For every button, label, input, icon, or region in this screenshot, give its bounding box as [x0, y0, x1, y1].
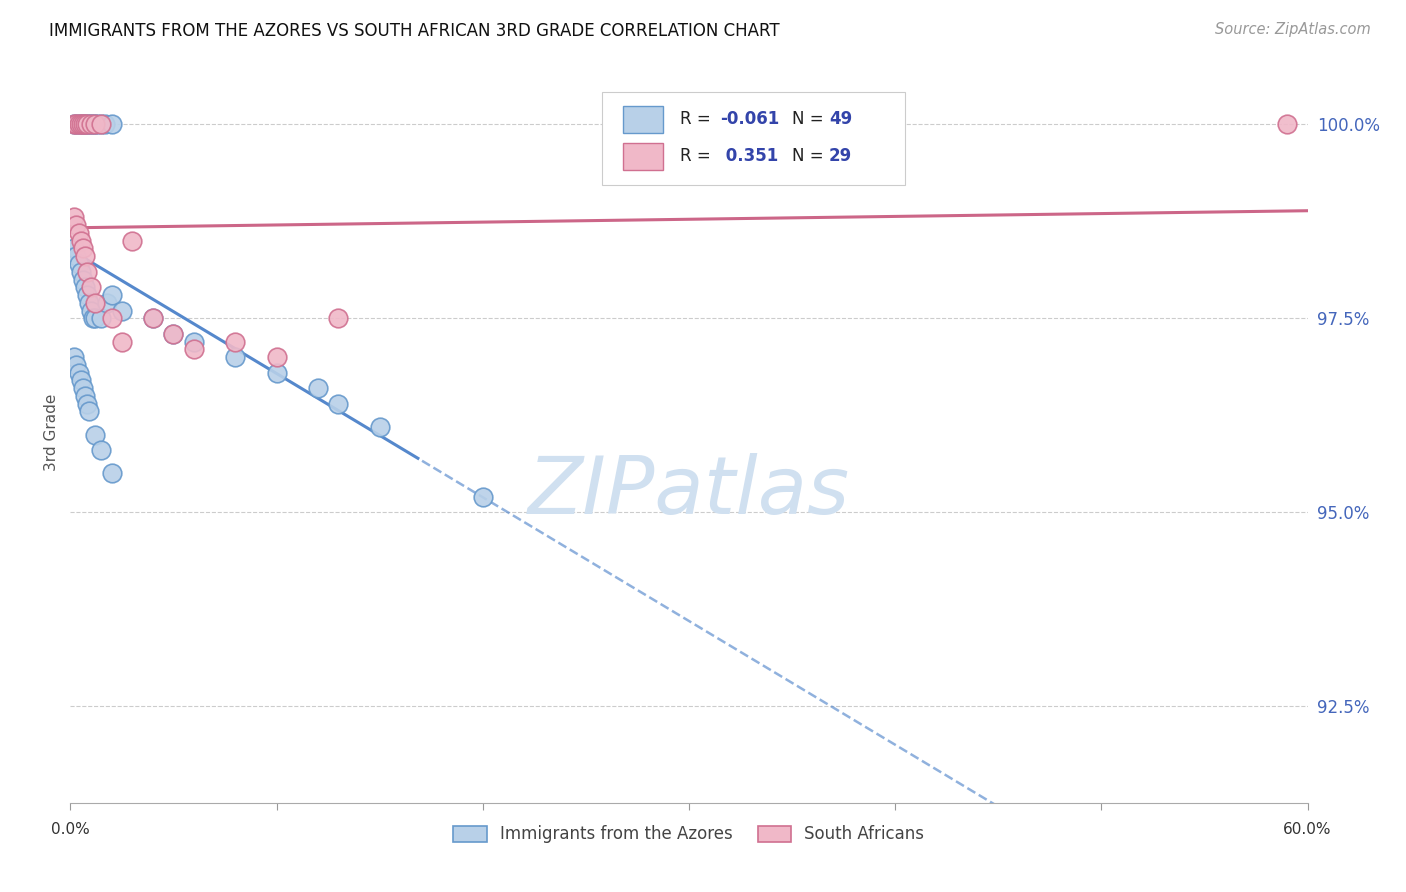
Text: 0.0%: 0.0%	[51, 822, 90, 838]
Point	[69, 265, 91, 279]
Point	[90, 118, 112, 132]
Point	[90, 118, 112, 132]
Point	[80, 303, 103, 318]
Point	[183, 334, 205, 349]
Point	[111, 303, 134, 318]
Point	[69, 118, 91, 132]
Text: R =: R =	[681, 147, 716, 165]
Point	[94, 118, 117, 132]
Point	[82, 311, 104, 326]
Point	[368, 419, 391, 434]
Point	[86, 118, 108, 132]
Point	[183, 343, 205, 357]
Point	[96, 295, 118, 310]
Point	[224, 350, 246, 364]
Point	[72, 118, 94, 132]
Text: 60.0%: 60.0%	[1284, 822, 1331, 838]
Point	[77, 295, 100, 310]
Point	[67, 226, 90, 240]
Legend: Immigrants from the Azores, South Africans: Immigrants from the Azores, South Africa…	[447, 819, 931, 850]
Point	[65, 358, 87, 372]
Point	[328, 311, 350, 326]
Point	[69, 118, 91, 132]
Point	[72, 381, 94, 395]
Point	[63, 350, 86, 364]
Text: Source: ZipAtlas.com: Source: ZipAtlas.com	[1215, 22, 1371, 37]
Point	[471, 490, 494, 504]
Point	[72, 242, 94, 256]
Point	[67, 257, 90, 271]
Point	[84, 118, 107, 132]
Point	[69, 373, 91, 387]
Point	[77, 118, 100, 132]
Point	[65, 219, 87, 233]
Point	[67, 118, 90, 132]
Point	[73, 118, 96, 132]
Point	[76, 396, 98, 410]
FancyBboxPatch shape	[623, 143, 664, 169]
Point	[1275, 118, 1298, 132]
Point	[84, 118, 107, 132]
Point	[80, 118, 103, 132]
Point	[65, 118, 87, 132]
Point	[76, 288, 98, 302]
Text: 49: 49	[828, 111, 852, 128]
Point	[63, 118, 86, 132]
Text: N =: N =	[792, 111, 828, 128]
Text: N =: N =	[792, 147, 828, 165]
Text: -0.061: -0.061	[720, 111, 779, 128]
Point	[84, 295, 107, 310]
Point	[90, 443, 112, 458]
Point	[65, 118, 87, 132]
Point	[100, 311, 122, 326]
Point	[84, 311, 107, 326]
Point	[72, 272, 94, 286]
Point	[76, 118, 98, 132]
Point	[84, 427, 107, 442]
Point	[63, 211, 86, 225]
Point	[82, 118, 104, 132]
Point	[100, 288, 122, 302]
Point	[224, 334, 246, 349]
Point	[100, 467, 122, 481]
FancyBboxPatch shape	[623, 106, 664, 133]
Point	[67, 366, 90, 380]
Point	[69, 234, 91, 248]
Point	[80, 118, 103, 132]
Point	[76, 265, 98, 279]
Point	[73, 118, 96, 132]
Point	[72, 118, 94, 132]
Point	[67, 118, 90, 132]
Y-axis label: 3rd Grade: 3rd Grade	[44, 394, 59, 471]
Point	[63, 242, 86, 256]
Point	[77, 404, 100, 418]
Point	[162, 326, 184, 341]
Text: R =: R =	[681, 111, 716, 128]
Point	[100, 118, 122, 132]
Text: IMMIGRANTS FROM THE AZORES VS SOUTH AFRICAN 3RD GRADE CORRELATION CHART: IMMIGRANTS FROM THE AZORES VS SOUTH AFRI…	[49, 22, 780, 40]
FancyBboxPatch shape	[602, 92, 905, 185]
Point	[328, 396, 350, 410]
Point	[63, 118, 86, 132]
Point	[90, 311, 112, 326]
Point	[73, 389, 96, 403]
Point	[73, 280, 96, 294]
Point	[121, 234, 143, 248]
Point	[307, 381, 329, 395]
Point	[266, 350, 288, 364]
Point	[73, 249, 96, 263]
Point	[76, 118, 98, 132]
Point	[80, 280, 103, 294]
Point	[142, 311, 165, 326]
Text: ZIPatlas: ZIPatlas	[527, 453, 851, 531]
Text: 0.351: 0.351	[720, 147, 778, 165]
Point	[65, 249, 87, 263]
Point	[142, 311, 165, 326]
Point	[111, 334, 134, 349]
Text: 29: 29	[828, 147, 852, 165]
Point	[266, 366, 288, 380]
Point	[162, 326, 184, 341]
